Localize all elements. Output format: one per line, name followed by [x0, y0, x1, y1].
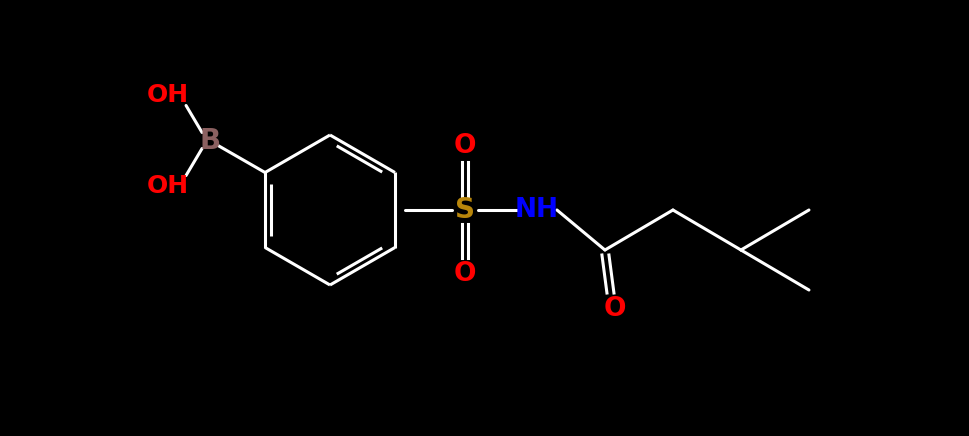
- Text: OH: OH: [147, 84, 189, 108]
- Text: OH: OH: [147, 174, 189, 198]
- Text: O: O: [604, 296, 626, 322]
- Text: O: O: [453, 133, 476, 159]
- Text: B: B: [200, 126, 221, 154]
- Text: O: O: [453, 261, 476, 287]
- Text: S: S: [455, 196, 475, 224]
- Text: NH: NH: [515, 197, 559, 223]
